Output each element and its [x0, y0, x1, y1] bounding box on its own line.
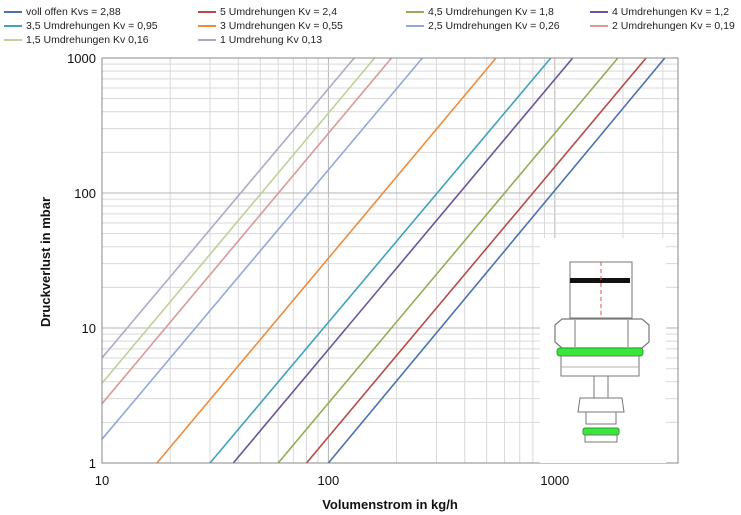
legend-swatch: [4, 39, 22, 41]
legend-swatch: [4, 25, 22, 27]
legend-label: 4,5 Umdrehungen Kv = 1,8: [428, 6, 554, 18]
legend-swatch: [198, 11, 216, 13]
series-line: [305, 57, 647, 464]
legend-label: voll offen Kvs = 2,88: [26, 6, 121, 18]
legend-item: 2,5 Umdrehungen Kv = 0,26: [406, 20, 560, 32]
series-line: [327, 57, 666, 464]
tick-labels: 10 100 1000 1 10 100 1000: [67, 51, 569, 488]
legend-item: voll offen Kvs = 2,88: [4, 6, 121, 18]
series-line: [156, 57, 497, 464]
series-line: [101, 57, 424, 440]
series-line: [232, 57, 574, 464]
legend-item: 2 Umdrehungen Kv = 0,19: [590, 20, 735, 32]
legend-swatch: [198, 25, 216, 27]
x-tick-label: 100: [318, 473, 340, 488]
series-line: [209, 57, 552, 464]
legend-item: 1,5 Umdrehungen Kv 0,16: [4, 34, 149, 46]
legend-item: 1 Umdrehung Kv 0,13: [198, 34, 322, 46]
series-line: [277, 57, 619, 464]
legend-item: 4 Umdrehungen Kv = 1,2: [590, 6, 729, 18]
legend-item: 3 Umdrehungen Kv = 0,55: [198, 20, 343, 32]
y-tick-label: 100: [74, 186, 96, 201]
series-line: [101, 57, 393, 405]
plot-area-border: [101, 57, 679, 464]
legend-label: 3,5 Umdrehungen Kv = 0,95: [26, 20, 158, 32]
legend-label: 5 Umdrehungen Kv = 2,4: [220, 6, 338, 18]
x-tick-label: 1000: [540, 473, 569, 488]
valve-illustration: [540, 238, 666, 463]
legend-swatch: [406, 25, 424, 27]
y-tick-label: 1: [89, 456, 96, 471]
series-line: [101, 57, 376, 384]
legend-item: 5 Umdrehungen Kv = 2,4: [198, 6, 337, 18]
legend-swatch: [590, 11, 608, 13]
legend-item: 4,5 Umdrehungen Kv = 1,8: [406, 6, 554, 18]
legend-swatch: [4, 11, 22, 13]
series-lines: [101, 57, 666, 464]
legend-label: 2 Umdrehungen Kv = 0,19: [612, 20, 735, 32]
legend-swatch: [406, 11, 424, 13]
y-tick-label: 10: [82, 321, 96, 336]
y-axis-title: Druckverlust in mbar: [38, 197, 53, 327]
x-axis-title: Volumenstrom in kg/h: [322, 497, 458, 512]
x-tick-label: 10: [95, 473, 109, 488]
y-tick-label: 1000: [67, 51, 96, 66]
series-line: [101, 57, 355, 359]
legend-label: 3 Umdrehungen Kv = 0,55: [220, 20, 343, 32]
legend-label: 1,5 Umdrehungen Kv 0,16: [26, 34, 149, 46]
legend-label: 2,5 Umdrehungen Kv = 0,26: [428, 20, 560, 32]
legend-label: 1 Umdrehung Kv 0,13: [220, 34, 323, 46]
legend-swatch: [198, 39, 216, 41]
legend-item: 3,5 Umdrehungen Kv = 0,95: [4, 20, 158, 32]
legend-swatch: [590, 25, 608, 27]
legend-label: 4 Umdrehungen Kv = 1,2: [612, 6, 730, 18]
